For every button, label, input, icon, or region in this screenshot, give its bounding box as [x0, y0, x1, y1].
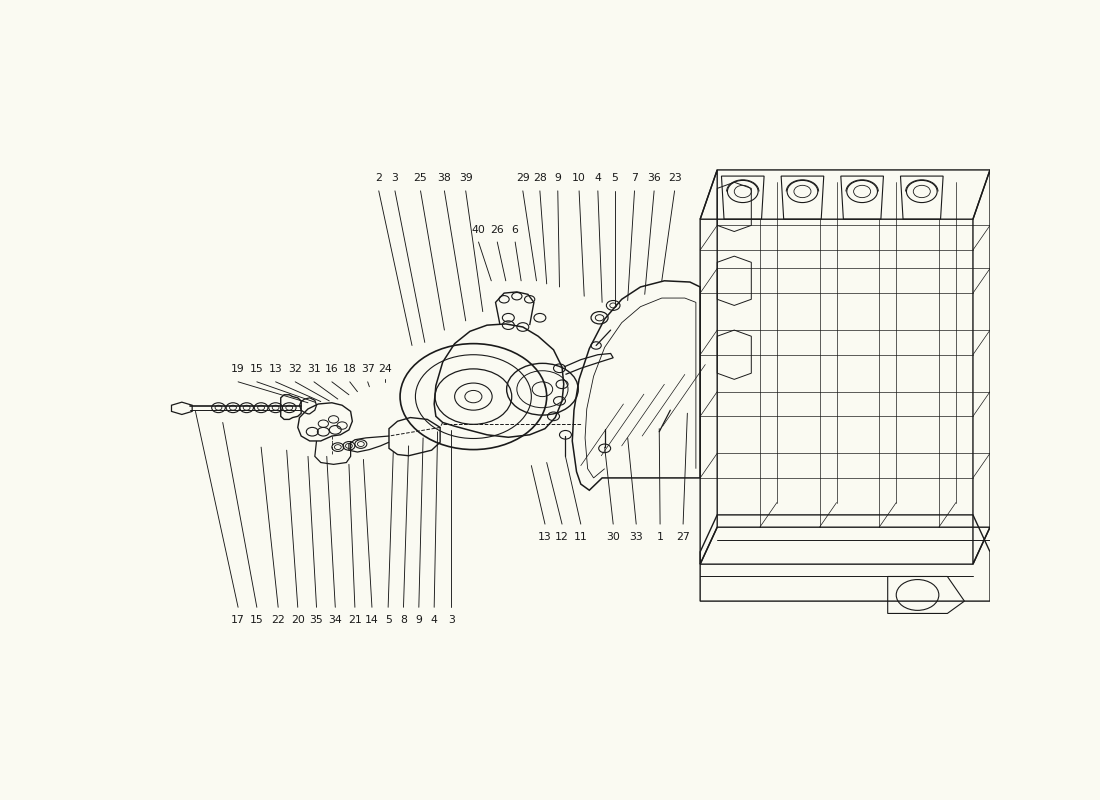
Text: 4: 4	[431, 614, 438, 625]
Text: 3: 3	[392, 174, 398, 183]
Text: 20: 20	[290, 614, 305, 625]
Text: 19: 19	[231, 365, 245, 374]
Text: 9: 9	[416, 614, 422, 625]
Text: 7: 7	[631, 174, 638, 183]
Text: 17: 17	[231, 614, 245, 625]
Text: 21: 21	[348, 614, 362, 625]
Text: 37: 37	[361, 365, 374, 374]
Text: 25: 25	[414, 174, 428, 183]
Text: 18: 18	[343, 365, 356, 374]
Text: 26: 26	[491, 225, 504, 234]
Text: 24: 24	[378, 365, 392, 374]
Text: 10: 10	[572, 174, 586, 183]
Text: 15: 15	[250, 614, 264, 625]
Text: 9: 9	[554, 174, 561, 183]
Text: 34: 34	[329, 614, 342, 625]
Text: 29: 29	[516, 174, 530, 183]
Text: 30: 30	[606, 531, 620, 542]
Text: 33: 33	[629, 531, 644, 542]
Text: 35: 35	[310, 614, 323, 625]
Text: 28: 28	[534, 174, 547, 183]
Text: 8: 8	[400, 614, 407, 625]
Text: 22: 22	[272, 614, 285, 625]
Text: 14: 14	[365, 614, 378, 625]
Text: 4: 4	[594, 174, 602, 183]
Text: 13: 13	[538, 531, 552, 542]
Text: 23: 23	[668, 174, 682, 183]
Text: 31: 31	[307, 365, 321, 374]
Text: 40: 40	[472, 225, 485, 234]
Text: 11: 11	[574, 531, 587, 542]
Text: 3: 3	[448, 614, 454, 625]
Text: 39: 39	[459, 174, 473, 183]
Text: 16: 16	[324, 365, 339, 374]
Text: 15: 15	[250, 365, 264, 374]
Text: 6: 6	[512, 225, 518, 234]
Text: 13: 13	[268, 365, 283, 374]
Text: 12: 12	[556, 531, 569, 542]
Text: 38: 38	[438, 174, 451, 183]
Text: 2: 2	[375, 174, 382, 183]
Text: 27: 27	[676, 531, 690, 542]
Text: 5: 5	[612, 174, 618, 183]
Text: 32: 32	[288, 365, 302, 374]
Text: 1: 1	[657, 531, 663, 542]
Text: 36: 36	[647, 174, 661, 183]
Text: 5: 5	[385, 614, 392, 625]
